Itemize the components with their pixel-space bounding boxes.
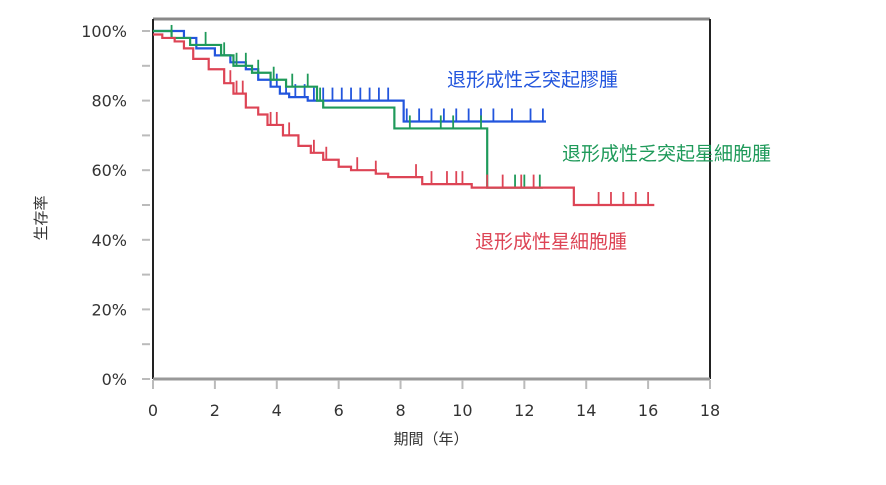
x-tick-label: 16 <box>638 401 658 420</box>
survival-curve-1 <box>153 29 543 189</box>
y-tick-label: 60% <box>91 161 127 180</box>
plot-area <box>153 19 710 379</box>
survival-curve-0 <box>153 29 546 123</box>
x-tick-label: 12 <box>514 401 534 420</box>
y-axis-ticks: 0% 20% 40% 60% 80% 100% <box>81 22 150 389</box>
survival-curves <box>153 24 655 207</box>
x-tick-label: 0 <box>148 401 158 420</box>
y-tick-label: 80% <box>91 92 127 111</box>
x-tick-label: 8 <box>395 401 405 420</box>
x-tick-label: 4 <box>272 401 282 420</box>
y-tick-label: 20% <box>91 300 127 319</box>
survival-curve-2 <box>153 33 655 207</box>
legend-label-astrocytoma: 退形成性星細胞腫 <box>475 231 627 253</box>
legend-label-oligoastrocytoma: 退形成性乏突起星細胞腫 <box>562 143 771 165</box>
x-axis-ticks: 0 2 4 6 8 10 12 14 16 18 <box>148 380 720 420</box>
x-tick-label: 6 <box>334 401 344 420</box>
x-axis-title: 期間（年） <box>393 430 468 448</box>
legend-label-oligodendroglioma: 退形成性乏突起膠腫 <box>447 69 618 91</box>
y-tick-label: 0% <box>102 370 127 389</box>
y-tick-label: 100% <box>81 22 127 41</box>
x-tick-label: 10 <box>452 401 472 420</box>
x-tick-label: 2 <box>210 401 220 420</box>
y-axis-title: 生存率 <box>32 195 50 240</box>
y-tick-label: 40% <box>91 231 127 250</box>
x-tick-label: 14 <box>576 401 596 420</box>
x-tick-label: 18 <box>700 401 720 420</box>
